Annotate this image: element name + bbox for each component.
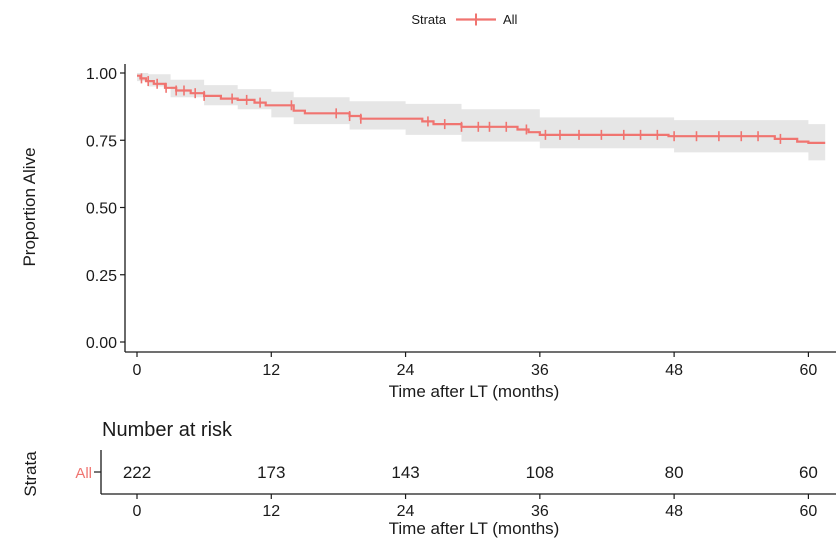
risk-table-strata-label: Strata — [21, 451, 40, 497]
y-axis-label: Proportion Alive — [20, 147, 39, 266]
risk-values: 222 173 143 108 80 60 — [123, 463, 818, 482]
y-tick-label: 0.00 — [86, 335, 117, 352]
risk-x-tick-label: 36 — [531, 503, 549, 520]
y-ticks: 0.00 0.25 0.50 0.75 1.00 — [86, 66, 125, 352]
confidence-band — [137, 73, 826, 161]
risk-value: 108 — [526, 463, 554, 482]
x-axis-label: Time after LT (months) — [389, 382, 560, 401]
y-tick-label: 0.50 — [86, 201, 117, 218]
risk-x-tick-label: 48 — [665, 503, 683, 520]
survival-curve-all — [137, 74, 826, 144]
x-tick-label: 48 — [665, 362, 683, 379]
risk-x-tick-label: 24 — [397, 503, 415, 520]
legend-title: Strata — [411, 12, 446, 27]
risk-row-label: All — [75, 465, 92, 482]
risk-value: 60 — [799, 463, 818, 482]
risk-x-ticks: 0 12 24 36 48 60 — [133, 494, 818, 520]
risk-x-tick-label: 60 — [800, 503, 818, 520]
survival-curve-layer — [137, 74, 826, 144]
confidence-band-layer — [137, 73, 826, 161]
x-tick-label: 60 — [800, 362, 818, 379]
risk-value: 222 — [123, 463, 151, 482]
risk-table: Number at risk Strata All 222 173 143 108 80… — [21, 419, 836, 538]
x-tick-label: 24 — [397, 362, 415, 379]
risk-value: 143 — [391, 463, 419, 482]
y-tick-label: 1.00 — [86, 66, 117, 83]
x-tick-label: 36 — [531, 362, 549, 379]
legend: Strata All — [411, 12, 517, 27]
risk-x-tick-label: 0 — [133, 503, 142, 520]
y-tick-label: 0.25 — [86, 268, 117, 285]
risk-x-axis-label: Time after LT (months) — [389, 519, 560, 538]
censor-marks-layer — [140, 73, 782, 144]
risk-value: 80 — [665, 463, 684, 482]
risk-table-title: Number at risk — [102, 419, 233, 441]
risk-x-tick-label: 12 — [262, 503, 280, 520]
x-ticks: 0 12 24 36 48 60 — [133, 352, 818, 379]
x-tick-label: 12 — [262, 362, 280, 379]
y-tick-label: 0.75 — [86, 133, 117, 150]
km-plot: 0.00 0.25 0.50 0.75 1.00 0 12 24 36 48 60 Proport… — [20, 64, 836, 401]
x-tick-label: 0 — [133, 362, 142, 379]
legend-label: All — [503, 12, 518, 27]
risk-value: 173 — [257, 463, 285, 482]
